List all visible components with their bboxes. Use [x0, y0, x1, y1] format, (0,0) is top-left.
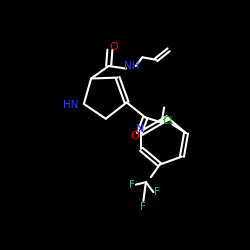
Text: N: N: [136, 124, 144, 134]
Text: O: O: [109, 42, 118, 52]
Text: HN: HN: [63, 100, 79, 110]
Text: O: O: [130, 131, 139, 141]
Text: F: F: [140, 202, 146, 212]
Text: F: F: [154, 187, 160, 197]
Text: F: F: [129, 180, 135, 190]
Text: Cl: Cl: [162, 116, 172, 126]
Text: NH: NH: [124, 61, 140, 71]
